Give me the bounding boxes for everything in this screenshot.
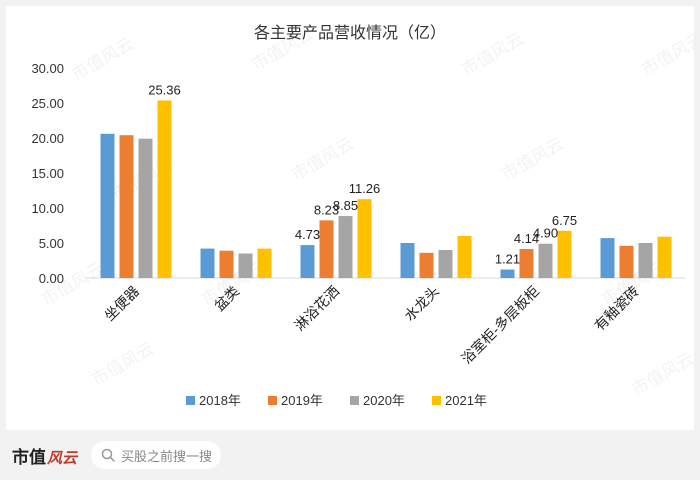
bar (200, 248, 215, 278)
bar (238, 253, 253, 278)
chart-card: 市值风云 市值风云 市值风云 市值风云 市值风云 市值风云 市值风云 市值风云 市值风云 市值风云… (6, 6, 694, 430)
search-input[interactable]: 买股之前搜一搜 (91, 441, 222, 469)
logo-text: 市值 (12, 447, 46, 468)
bar (638, 243, 653, 278)
y-tick-label: 30.00 (31, 61, 64, 76)
bar (657, 236, 672, 278)
watermark-text: 市值风云 (499, 134, 567, 184)
chart-title: 各主要产品营收情况（亿） (254, 24, 446, 42)
y-tick-label: 10.00 (31, 201, 64, 216)
category-label: 水龙头 (401, 283, 442, 324)
watermark-text: 市值风云 (289, 134, 357, 184)
bar (600, 238, 615, 278)
watermark-text: 市值风云 (69, 34, 137, 84)
legend-label: 2019年 (281, 393, 323, 408)
bar (157, 100, 172, 278)
legend-label: 2021年 (445, 393, 487, 408)
logo-script: 风云 (47, 448, 78, 467)
bar (219, 250, 234, 278)
data-label: 6.75 (552, 213, 577, 228)
legend-swatch (350, 396, 359, 405)
watermark-text: 市值风云 (89, 339, 157, 389)
bar (100, 133, 115, 278)
data-label: 1.21 (495, 252, 520, 267)
bar (319, 220, 334, 278)
legend-swatch (432, 396, 441, 405)
category-label: 坐便器 (101, 283, 142, 324)
legend-swatch (268, 396, 277, 405)
bar (519, 249, 534, 278)
legend-swatch (186, 396, 195, 405)
watermark-text: 市值风云 (639, 29, 695, 79)
y-tick-label: 0.00 (39, 271, 64, 286)
footer-bar: 市值 风云 买股之前搜一搜 (0, 430, 700, 480)
bar (619, 245, 634, 278)
watermark-text: 市值风云 (629, 349, 695, 399)
bar (119, 135, 134, 278)
bar (400, 243, 415, 278)
data-label: 4.14 (514, 231, 539, 246)
bar (419, 252, 434, 278)
data-label: 4.73 (295, 227, 320, 242)
y-tick-label: 5.00 (39, 236, 64, 251)
brand-logo: 市值 风云 (12, 443, 77, 468)
y-tick-label: 25.00 (31, 96, 64, 111)
search-placeholder: 买股之前搜一搜 (121, 448, 213, 464)
category-label: 浴室柜-多层板柜 (458, 283, 542, 367)
bar (557, 230, 572, 278)
bar (500, 269, 515, 278)
data-label: 8.85 (333, 198, 358, 213)
category-label: 淋浴花洒 (291, 283, 342, 334)
y-tick-label: 15.00 (31, 166, 64, 181)
y-tick-label: 20.00 (31, 131, 64, 146)
legend-label: 2018年 (199, 393, 241, 408)
bar (338, 216, 353, 278)
search-icon (101, 448, 115, 462)
data-label: 11.26 (349, 181, 381, 196)
bar (300, 245, 315, 278)
bar (257, 248, 272, 278)
bar (457, 236, 472, 278)
bar (138, 138, 153, 278)
watermark-text: 市值风云 (459, 29, 527, 79)
legend-label: 2020年 (363, 393, 405, 408)
bar (538, 243, 553, 278)
bar (438, 250, 453, 278)
data-label: 4.90 (533, 226, 558, 241)
data-label: 8.23 (314, 202, 339, 217)
data-label: 25.36 (148, 82, 181, 97)
bar (357, 199, 372, 278)
